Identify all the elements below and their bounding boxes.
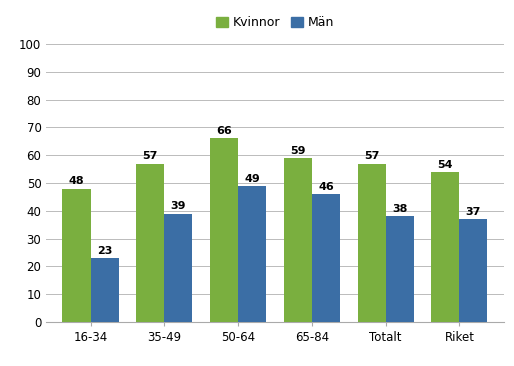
Bar (63, 188, 90, 322)
Bar (386, 216, 414, 322)
Bar (136, 164, 164, 322)
Bar (90, 258, 119, 322)
Bar (358, 164, 386, 322)
Text: 48: 48 (69, 176, 84, 186)
Text: 59: 59 (290, 146, 306, 156)
Bar (460, 219, 487, 322)
Text: 54: 54 (438, 160, 453, 170)
Bar (284, 158, 312, 322)
Text: 57: 57 (364, 151, 379, 161)
Bar (431, 172, 460, 322)
Text: 46: 46 (318, 182, 334, 192)
Text: 66: 66 (216, 126, 232, 136)
Text: 38: 38 (392, 204, 408, 214)
Text: 37: 37 (466, 207, 481, 217)
Text: 57: 57 (142, 151, 158, 161)
Bar (210, 138, 238, 322)
Text: 49: 49 (244, 173, 260, 184)
Text: 23: 23 (97, 246, 112, 256)
Bar (312, 194, 340, 322)
Text: 39: 39 (171, 201, 186, 212)
Bar (164, 214, 192, 322)
Bar (238, 186, 266, 322)
Legend: Kvinnor, Män: Kvinnor, Män (211, 11, 339, 34)
